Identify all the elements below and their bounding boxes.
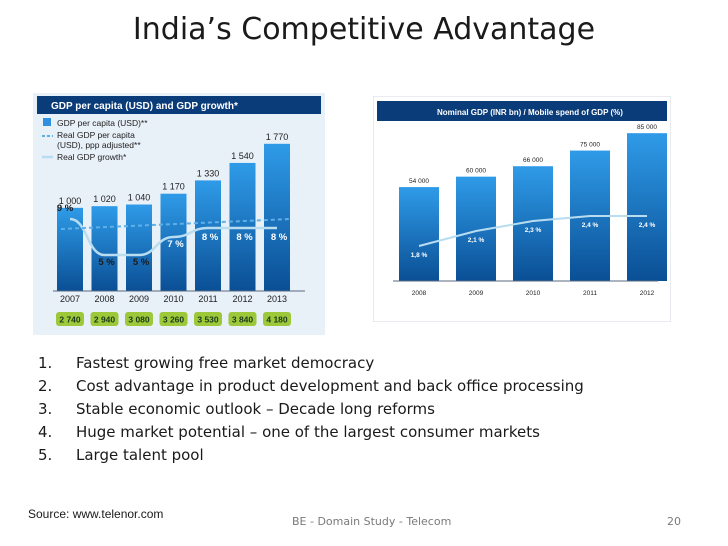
bar-label-nominal-2009: 60 000 [466,168,486,175]
x-tick-right-2009: 2009 [469,290,484,297]
x-tick-2010: 2010 [163,294,183,304]
bar-nominal-gdp-2008 [399,187,439,281]
spend-label-2010: 2,3 % [525,227,542,234]
gdp-per-capita-chart: GDP per capita (USD) and GDP growth* GDP… [33,93,325,335]
growth-label-2013: 8 % [271,232,288,243]
growth-label-2009: 5 % [133,257,150,268]
x-tick-right-2012: 2012 [640,290,655,297]
growth-label-2010: 7 % [167,239,184,250]
spend-label-2009: 2,1 % [468,237,485,244]
chart-title-right: Nominal GDP (INR bn) / Mobile spend of G… [437,108,623,117]
x-tick-2007: 2007 [60,294,80,304]
source-note: Source: www.telenor.com [28,507,164,521]
slide-title: India’s Competitive Advantage [132,12,596,47]
page-number: 20 [667,515,681,528]
bar-label-gdp-2010: 1 170 [162,182,185,192]
ppp-box-2010 [159,312,188,326]
bar-gdp-2007 [57,207,83,291]
x-tick-2008: 2008 [94,294,114,304]
footer-title: BE - Domain Study - Telecom [292,515,452,528]
ppp-label-2008: 2 940 [94,315,116,325]
chart-header-right [377,101,667,121]
x-tick-2012: 2012 [232,294,252,304]
bar-label-nominal-2012: 85 000 [637,124,657,131]
ppp-label-2009: 3 080 [128,315,150,325]
chart-title-left: GDP per capita (USD) and GDP growth* [51,101,238,112]
bar-gdp-2009 [126,204,152,291]
legend-label-growth: Real GDP growth* [57,152,127,162]
chart-header-left [37,96,321,114]
bar-label-gdp-2012: 1 540 [231,151,254,161]
ppp-box-2013 [263,312,291,326]
ppp-label-2011: 3 530 [197,315,219,325]
bar-label-gdp-2009: 1 040 [128,193,151,203]
bar-gdp-2011 [195,180,221,291]
spend-label-2011: 2,4 % [582,222,599,229]
ppp-box-2009 [125,312,153,326]
growth-label-2007: 9 % [57,203,74,214]
x-tick-right-2011: 2011 [583,290,597,297]
growth-label-2011: 8 % [202,232,219,243]
list-item: 1. Fastest growing free market democracy [38,354,375,372]
advantage-list: 1. Fastest growing free market democracy … [38,352,584,467]
bar-label-nominal-2008: 54 000 [409,178,429,185]
growth-label-2008: 5 % [98,257,115,268]
ppp-dashed-line [60,218,291,230]
list-item: 3. Stable economic outlook – Decade long … [38,400,435,418]
ppp-label-2007: 2 740 [59,315,81,325]
bar-gdp-2010 [160,193,187,291]
legend-label-gdp: GDP per capita (USD)** [57,118,148,128]
list-item: 2. Cost advantage in product development … [38,377,584,395]
bar-label-nominal-2011: 75 000 [580,142,600,149]
bar-nominal-gdp-2012 [627,133,667,281]
ppp-box-2008 [90,312,119,326]
spend-label-2008: 1,8 % [411,252,428,259]
bar-gdp-2013 [264,143,290,291]
growth-label-2012: 8 % [236,232,253,243]
list-item: 4. Huge market potential – one of the lar… [38,423,540,441]
legend-label-ppp: Real GDP per capita (USD), ppp adjusted*… [57,130,141,150]
x-tick-2011: 2011 [198,294,217,304]
ppp-label-2013: 4 180 [266,315,288,325]
x-tick-right-2010: 2010 [526,290,541,297]
ppp-box-2011 [194,312,222,326]
nominal-gdp-chart: Nominal GDP (INR bn) / Mobile spend of G… [373,96,671,322]
x-tick-2009: 2009 [129,294,149,304]
legend-bar-marker [43,118,51,126]
bar-label-nominal-2010: 66 000 [523,157,543,164]
x-tick-2013: 2013 [267,294,287,304]
bar-label-gdp-2013: 1 770 [266,132,289,142]
growth-line [69,217,277,257]
bar-gdp-2008 [91,206,118,291]
bar-label-gdp-2008: 1 020 [93,194,116,204]
ppp-label-2012: 3 840 [232,315,254,325]
ppp-box-2012 [228,312,257,326]
spend-label-2012: 2,4 % [639,222,656,229]
bar-label-gdp-2007: 1 000 [59,196,82,206]
x-tick-right-2008: 2008 [412,290,427,297]
bar-label-gdp-2011: 1 330 [197,168,220,178]
list-item: 5. Large talent pool [38,446,204,464]
mobile-spend-line [418,215,647,247]
ppp-box-2007 [56,312,84,326]
ppp-label-2010: 3 260 [163,315,185,325]
